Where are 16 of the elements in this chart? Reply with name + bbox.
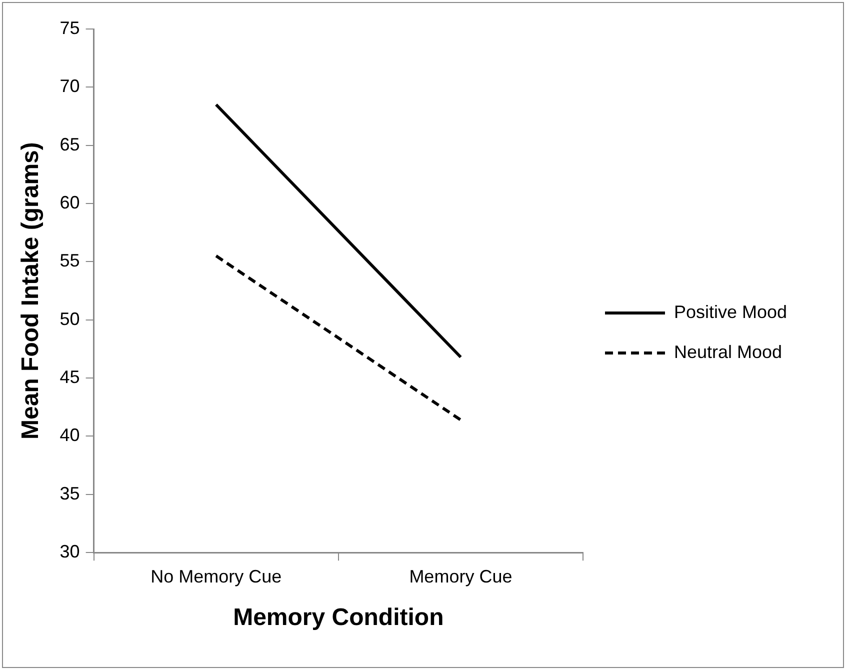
y-tick-label: 65 <box>60 134 80 154</box>
y-tick-label: 60 <box>60 192 80 212</box>
y-tick-label: 30 <box>60 542 80 562</box>
y-axis-title: Mean Food Intake (grams) <box>17 142 44 440</box>
y-tick-label: 75 <box>60 18 80 38</box>
y-tick-label: 35 <box>60 483 80 504</box>
y-tick-label: 45 <box>60 367 80 388</box>
y-tick-label: 50 <box>60 308 80 329</box>
x-axis-title: Memory Condition <box>233 604 444 632</box>
y-tick-label: 55 <box>60 250 80 271</box>
y-tick-label: 70 <box>60 76 80 96</box>
y-tick-label: 40 <box>60 425 80 446</box>
legend-label: Neutral Mood <box>674 342 782 362</box>
x-tick-label: No Memory Cue <box>150 566 282 586</box>
legend-label: Positive Mood <box>674 302 788 322</box>
x-tick-label: Memory Cue <box>409 566 512 586</box>
